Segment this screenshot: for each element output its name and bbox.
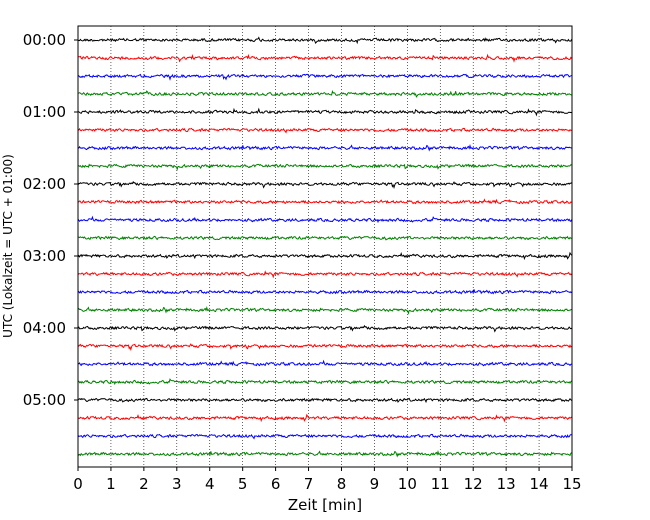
x-tick-label: 10 (398, 475, 417, 493)
x-tick-label: 7 (304, 475, 314, 493)
x-tick-label: 13 (497, 475, 516, 493)
x-tick-label: 4 (205, 475, 215, 493)
x-tick-label: 0 (73, 475, 83, 493)
y-tick-label: 01:00 (23, 103, 66, 121)
x-tick-label: 5 (238, 475, 248, 493)
trace-0215 (77, 198, 572, 205)
x-tick-label: 1 (106, 475, 116, 493)
trace-0130 (77, 143, 572, 152)
trace-0430 (77, 359, 572, 367)
trace-0400 (77, 324, 572, 333)
x-tick-label: 3 (172, 475, 182, 493)
trace-0100 (78, 107, 572, 117)
x-axis-ticks: 0 1 2 3 4 5 6 7 8 9 10 11 12 13 14 15 (73, 467, 582, 493)
y-tick-label: 04:00 (23, 319, 66, 337)
trace-0330 (77, 289, 572, 295)
x-tick-label: 8 (337, 475, 347, 493)
y-tick-label: 02:00 (23, 175, 66, 193)
trace-0145 (77, 163, 572, 171)
trace-0345 (77, 305, 572, 315)
x-tick-label: 6 (271, 475, 281, 493)
x-axis-label: Zeit [min] (288, 496, 362, 514)
trace-0415 (77, 343, 572, 351)
seismogram-traces (77, 36, 573, 458)
x-tick-label: 11 (431, 475, 450, 493)
trace-0015 (77, 53, 572, 63)
trace-0530 (77, 433, 572, 440)
y-tick-label: 00:00 (23, 31, 66, 49)
trace-0045 (77, 89, 572, 98)
trace-0000 (77, 36, 573, 45)
trace-0245 (77, 235, 572, 241)
trace-0515 (77, 413, 572, 423)
y-tick-label: 05:00 (23, 391, 66, 409)
trace-0030 (77, 73, 572, 81)
trace-0500 (77, 397, 572, 404)
trace-0300 (77, 251, 572, 261)
trace-0200 (77, 180, 572, 189)
y-axis-label: UTC (Lokalzeit = UTC + 01:00) (1, 154, 15, 338)
trace-0445 (77, 378, 572, 386)
y-tick-label: 03:00 (23, 247, 66, 265)
trace-0545 (77, 449, 572, 458)
x-tick-label: 12 (464, 475, 483, 493)
trace-0115 (77, 127, 572, 134)
x-tick-label: 9 (370, 475, 380, 493)
x-tick-label: 15 (562, 475, 581, 493)
trace-0315 (77, 270, 572, 279)
trace-0230 (77, 215, 573, 224)
x-tick-label: 14 (530, 475, 549, 493)
plot-frame (77, 25, 573, 468)
y-axis-ticks: 00:00 01:00 02:00 03:00 04:00 05:00 (23, 31, 78, 409)
x-tick-label: 2 (139, 475, 149, 493)
